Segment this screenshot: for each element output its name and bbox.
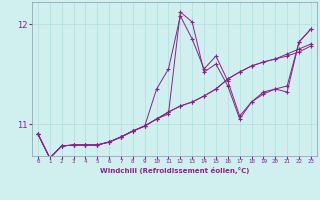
X-axis label: Windchill (Refroidissement éolien,°C): Windchill (Refroidissement éolien,°C): [100, 167, 249, 174]
